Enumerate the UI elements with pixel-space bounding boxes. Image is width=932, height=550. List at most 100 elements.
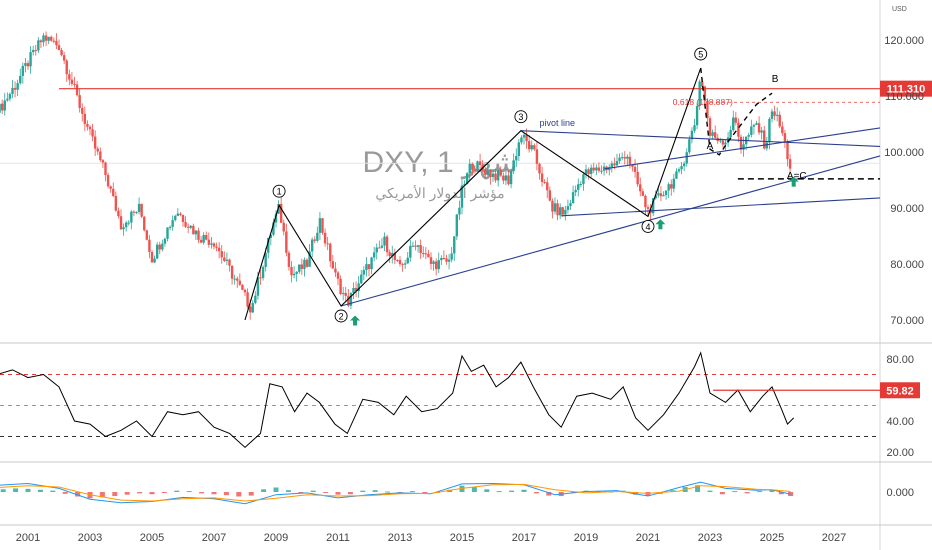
candle-body: [93, 136, 97, 149]
candle-body: [579, 184, 583, 186]
macd-histogram-bar: [99, 492, 105, 498]
candle-body: [752, 124, 756, 127]
candle-body: [31, 50, 35, 53]
candle-body: [161, 243, 164, 250]
wave-1-marker: [272, 184, 286, 198]
candle-body: [42, 35, 45, 43]
candle-body: [137, 203, 141, 212]
candle-body: [171, 220, 174, 227]
candle-body: [62, 55, 66, 61]
candle-body: [502, 175, 505, 181]
candle-body: [326, 243, 329, 245]
candle-body: [205, 234, 208, 240]
candle-body: [383, 236, 386, 246]
macd-histogram-bar: [719, 492, 725, 495]
candle-body: [662, 195, 665, 197]
time-tick-label: 2023: [698, 532, 722, 544]
candle-body: [667, 184, 670, 191]
wave-2-marker: [334, 309, 348, 323]
macd-histogram-bar: [385, 491, 391, 493]
macd-histogram-bar: [422, 492, 428, 493]
candle-body: [254, 295, 257, 303]
candle-body: [140, 203, 143, 217]
candle-body: [584, 169, 588, 175]
candle-body: [272, 222, 275, 235]
candle-body: [654, 195, 657, 199]
candle-body: [564, 209, 567, 215]
candle-body: [465, 173, 469, 184]
rsi-tick-label: 20.00: [886, 447, 914, 459]
candle-body: [88, 126, 92, 130]
candle-body: [597, 167, 601, 171]
candle-body: [150, 251, 154, 263]
candle-body: [587, 169, 590, 174]
candle-body: [372, 252, 376, 258]
candle-body: [174, 215, 177, 221]
candle-body: [476, 161, 479, 171]
candle-body: [194, 230, 198, 235]
candle-body: [236, 278, 239, 281]
candle-body: [507, 175, 510, 185]
candle-body: [628, 156, 632, 165]
candle-body: [690, 130, 694, 140]
macd-histogram-bar: [13, 488, 19, 492]
candle-body: [595, 167, 598, 171]
candle-body: [391, 253, 394, 257]
macd-histogram-bar: [310, 490, 316, 492]
wave-1-label: 1: [277, 187, 282, 197]
candle-body: [308, 251, 311, 267]
candle-body: [442, 257, 446, 259]
candle-body: [13, 87, 17, 90]
macd-histogram-bar: [695, 485, 701, 492]
candle-body: [527, 141, 531, 150]
candle-body: [24, 63, 27, 66]
candle-body: [168, 226, 172, 228]
candle-body: [561, 207, 564, 215]
candle-body: [406, 257, 409, 264]
wave-5-marker: [694, 47, 708, 61]
candle-body: [378, 247, 381, 249]
candle-body: [114, 195, 118, 211]
candle-body: [778, 114, 781, 127]
price-tick-label: 100.000: [884, 147, 924, 159]
candle-body: [285, 231, 288, 253]
candle-body: [719, 140, 722, 142]
candle-body: [484, 169, 487, 175]
candle-body: [339, 278, 342, 294]
candle-body: [429, 257, 433, 264]
candle-body: [520, 137, 523, 143]
time-tick-label: 2009: [264, 532, 288, 544]
time-tick-label: 2013: [388, 532, 412, 544]
candle-body: [664, 190, 668, 196]
candle-body: [189, 225, 192, 228]
macd-histogram-bar: [186, 491, 192, 493]
candle-body: [55, 40, 58, 46]
candle-body: [143, 216, 146, 231]
corrective-label-aeqc: A=C: [787, 171, 807, 182]
candle-body: [39, 40, 43, 43]
candle-body: [60, 50, 63, 56]
macd-histogram-bar: [0, 489, 6, 492]
candle-body: [106, 174, 110, 187]
macd-histogram-bar: [50, 490, 56, 492]
candle-body: [68, 74, 71, 80]
candle-body: [732, 117, 735, 131]
candle-body: [763, 130, 766, 149]
candle-body: [602, 166, 606, 171]
macd-tick-label: 0.000: [886, 487, 914, 499]
candle-body: [685, 152, 688, 164]
macd-histogram-bar: [62, 492, 68, 494]
elliott-wave-path: [244, 67, 702, 321]
candle-body: [256, 277, 260, 296]
candle-body: [212, 243, 216, 247]
candle-body: [682, 163, 686, 167]
candle-body: [783, 133, 787, 143]
price-tick-label: 110.000: [885, 91, 924, 103]
candle-body: [768, 118, 771, 143]
candle-body: [401, 264, 404, 266]
plot-area: [0, 0, 880, 550]
candle-body: [757, 123, 761, 133]
macd-histogram-bar: [769, 490, 775, 492]
candle-body: [538, 163, 541, 174]
